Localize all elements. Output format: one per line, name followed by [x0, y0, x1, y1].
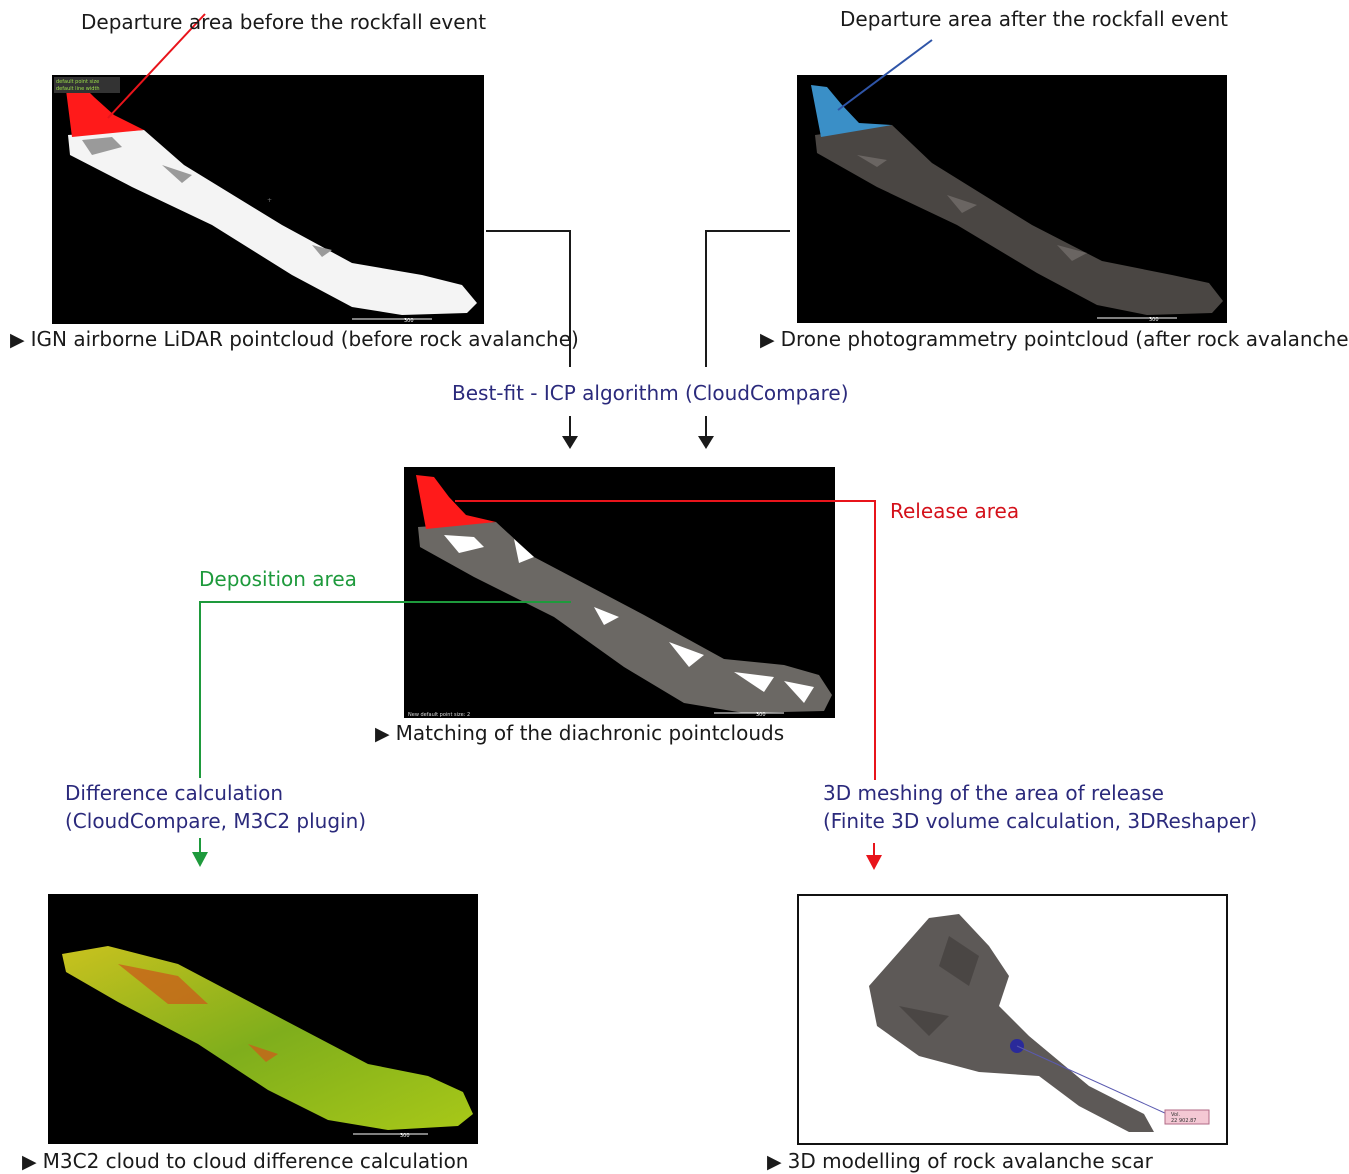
matching-caption-text: Matching of the diachronic pointclouds	[395, 721, 785, 745]
scale-label: 300	[1149, 317, 1159, 323]
mesh-label-line-1: 3D meshing of the area of release	[823, 781, 1164, 805]
after-label: Departure area after the rockfall event	[840, 7, 1228, 31]
svg-text:+: +	[267, 197, 272, 204]
volume-tag-line-1: Vol.	[1171, 1112, 1180, 1118]
diff-label-line-2: (CloudCompare, M3C2 plugin)	[65, 809, 367, 833]
lidar-caption: ▶ IGN airborne LiDAR pointcloud (before r…	[10, 327, 579, 352]
caption-marker-icon: ▶	[375, 723, 390, 745]
diff-label-line-1: Difference calculation	[65, 781, 284, 805]
caption-marker-icon: ▶	[22, 1151, 37, 1173]
matching-panel: New default point size: 2 300	[404, 467, 835, 718]
mesh-label-line-2: (Finite 3D volume calculation, 3DReshape…	[823, 809, 1258, 833]
release-arrow	[866, 855, 882, 870]
hud-message: New default point size: 2	[408, 712, 470, 718]
m3c2-caption: ▶ M3C2 cloud to cloud difference calculat…	[22, 1149, 468, 1174]
scale-label: 300	[756, 712, 766, 718]
scale-label: 300	[404, 318, 414, 324]
drone-panel: 300	[797, 75, 1227, 323]
scale-label: 300	[400, 1133, 410, 1139]
icp-label: Best-fit - ICP algorithm (CloudCompare)	[452, 381, 849, 405]
caption-marker-icon: ▶	[760, 329, 775, 351]
before-label: Departure area before the rockfall event	[81, 10, 487, 34]
deposition-arrow	[192, 852, 208, 867]
drone-caption: ▶ Drone photogrammetry pointcloud (after …	[760, 327, 1349, 352]
m3c2-caption-text: M3C2 cloud to cloud difference calculati…	[42, 1149, 469, 1173]
release-area-label: Release area	[890, 499, 1020, 523]
scar-model-panel: Vol. 22 902.87	[797, 894, 1228, 1145]
arrow-down-right	[698, 436, 714, 449]
caption-marker-icon: ▶	[10, 329, 25, 351]
hud-line-1: default point size	[56, 79, 99, 85]
scar-caption-text: 3D modelling of rock avalanche scar	[787, 1149, 1153, 1173]
m3c2-panel: 300	[48, 894, 478, 1144]
caption-marker-icon: ▶	[767, 1151, 782, 1173]
lidar-panel: default point size default line width 30…	[52, 75, 484, 324]
matching-caption: ▶ Matching of the diachronic pointclouds	[375, 721, 784, 746]
scar-caption: ▶ 3D modelling of rock avalanche scar	[767, 1149, 1153, 1174]
drone-caption-text: Drone photogrammetry pointcloud (after r…	[780, 327, 1349, 351]
arrow-down-left	[562, 436, 578, 449]
deposition-area-label: Deposition area	[199, 567, 357, 591]
volume-tag-line-2: 22 902.87	[1171, 1118, 1196, 1124]
lidar-caption-text: IGN airborne LiDAR pointcloud (before ro…	[30, 327, 579, 351]
hud-line-2: default line width	[56, 86, 100, 92]
